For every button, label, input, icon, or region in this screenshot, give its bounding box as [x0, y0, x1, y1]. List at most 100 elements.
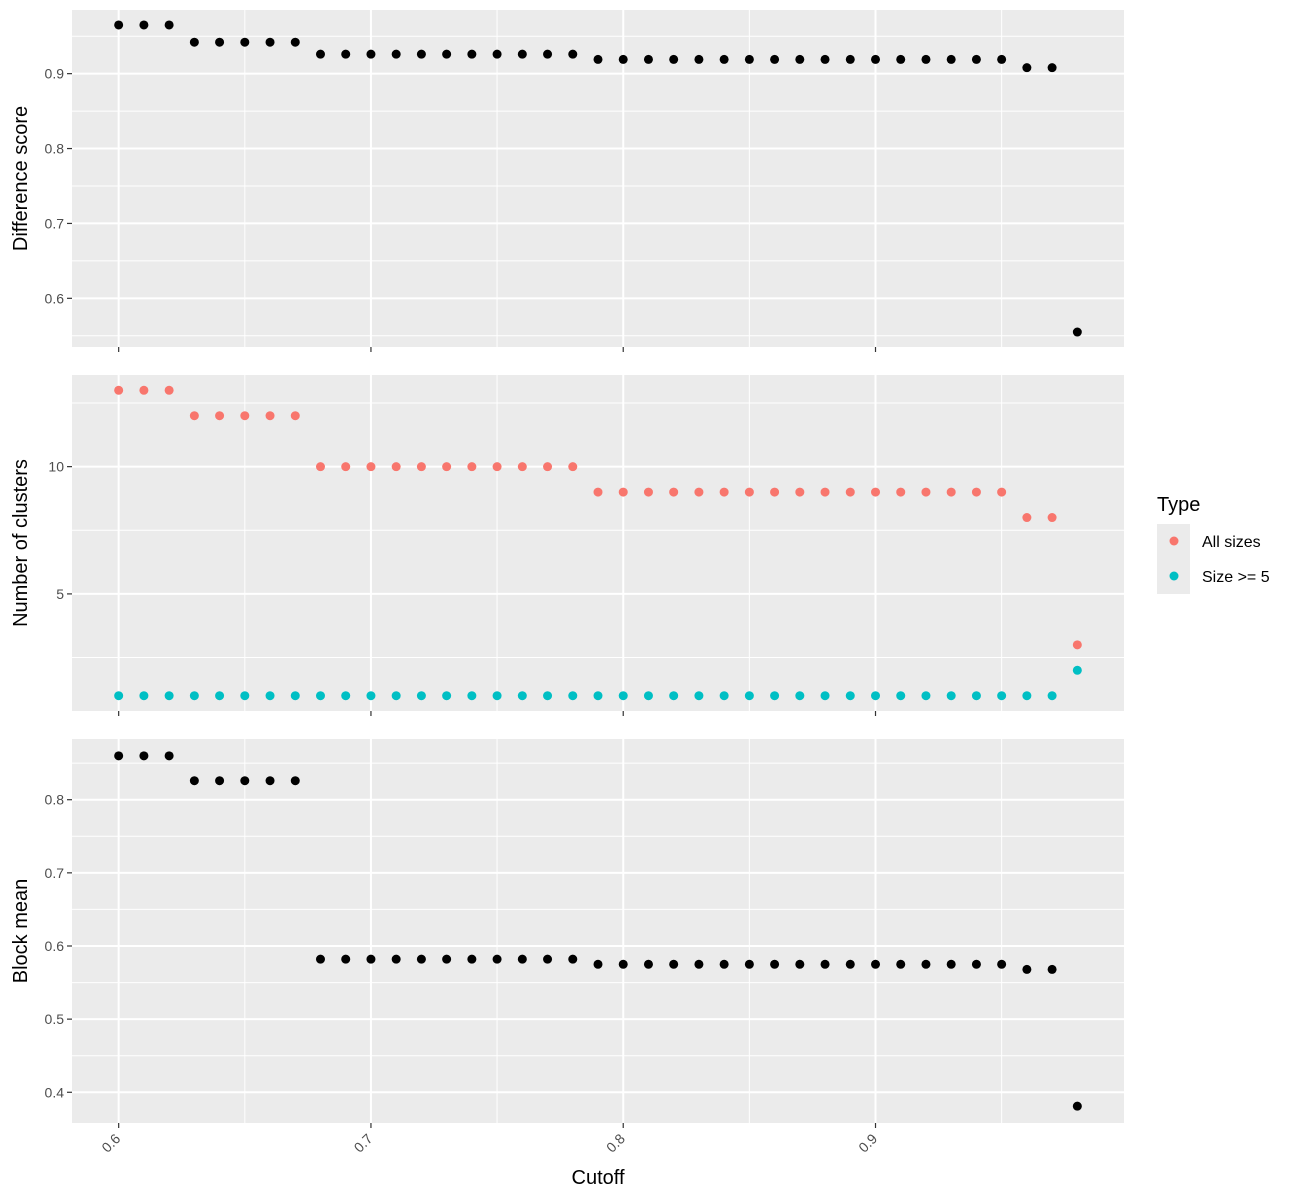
- data-point: [568, 691, 578, 701]
- data-point: [164, 751, 174, 761]
- data-point: [543, 954, 553, 964]
- data-point: [114, 20, 124, 30]
- data-point: [896, 54, 906, 64]
- data-point: [164, 691, 174, 701]
- data-point: [139, 751, 149, 761]
- y-tick-label: 0.7: [45, 865, 65, 881]
- data-point: [265, 776, 275, 786]
- y-tick-label: 0.7: [45, 215, 65, 231]
- data-point: [820, 487, 830, 497]
- x-tick-label: 0.7: [351, 1130, 376, 1155]
- panel: 5 10 Number of clusters: [10, 375, 1124, 716]
- data-point: [1047, 964, 1057, 974]
- data-point: [492, 462, 502, 472]
- data-point: [341, 691, 351, 701]
- y-tick-label: 0.4: [45, 1084, 65, 1100]
- data-point: [189, 37, 199, 47]
- data-point: [997, 487, 1007, 497]
- data-point: [1072, 1101, 1082, 1111]
- panel-background: [72, 10, 1124, 347]
- data-point: [467, 954, 477, 964]
- y-axis-title: Number of clusters: [10, 459, 32, 627]
- x-tick-label: 0.6: [98, 1130, 123, 1155]
- data-point: [265, 691, 275, 701]
- data-point: [416, 954, 426, 964]
- data-point: [189, 691, 199, 701]
- data-point: [669, 487, 679, 497]
- data-point: [290, 411, 300, 421]
- data-point: [467, 462, 477, 472]
- data-point: [719, 691, 729, 701]
- data-point: [744, 691, 754, 701]
- data-point: [820, 959, 830, 969]
- data-point: [290, 37, 300, 47]
- data-point: [896, 959, 906, 969]
- data-point: [971, 487, 981, 497]
- data-point: [568, 49, 578, 59]
- data-point: [1072, 640, 1082, 650]
- data-point: [492, 49, 502, 59]
- data-point: [341, 49, 351, 59]
- data-point: [1072, 665, 1082, 675]
- x-tick-label: 0.9: [855, 1130, 880, 1155]
- data-point: [189, 776, 199, 786]
- data-point: [971, 959, 981, 969]
- data-point: [1022, 513, 1032, 523]
- data-point: [921, 487, 931, 497]
- panel-background: [72, 739, 1124, 1123]
- data-point: [744, 54, 754, 64]
- data-point: [517, 462, 527, 472]
- data-point: [215, 776, 225, 786]
- data-point: [164, 385, 174, 395]
- data-point: [1047, 513, 1057, 523]
- y-tick-label: 0.8: [45, 141, 65, 157]
- data-point: [568, 462, 578, 472]
- x-tick-label: 0.8: [603, 1130, 628, 1155]
- data-point: [946, 691, 956, 701]
- y-tick-label: 0.9: [45, 66, 65, 82]
- data-point: [1022, 63, 1032, 73]
- data-point: [744, 959, 754, 969]
- data-point: [997, 959, 1007, 969]
- y-axis-title: Difference score: [10, 106, 32, 251]
- x-axis: 0.6 0.7 0.8 0.9: [98, 1130, 880, 1155]
- data-point: [265, 411, 275, 421]
- data-point: [593, 691, 603, 701]
- data-point: [971, 691, 981, 701]
- data-point: [442, 691, 452, 701]
- data-point: [467, 691, 477, 701]
- series: [114, 665, 1082, 701]
- data-point: [240, 411, 250, 421]
- data-point: [366, 49, 376, 59]
- data-point: [921, 691, 931, 701]
- y-tick-label: 0.6: [45, 290, 65, 306]
- data-point: [1022, 964, 1032, 974]
- data-point: [517, 691, 527, 701]
- legend-label: All sizes: [1202, 534, 1261, 551]
- data-point: [618, 487, 628, 497]
- data-point: [114, 691, 124, 701]
- data-point: [845, 959, 855, 969]
- y-axis-title: Block mean: [10, 879, 32, 984]
- data-point: [492, 954, 502, 964]
- data-point: [416, 49, 426, 59]
- data-point: [290, 776, 300, 786]
- data-point: [618, 959, 628, 969]
- data-point: [694, 959, 704, 969]
- data-point: [643, 959, 653, 969]
- data-point: [946, 959, 956, 969]
- data-point: [820, 691, 830, 701]
- data-point: [643, 487, 653, 497]
- data-point: [643, 691, 653, 701]
- data-point: [543, 49, 553, 59]
- data-point: [669, 54, 679, 64]
- data-point: [770, 959, 780, 969]
- data-point: [896, 487, 906, 497]
- data-point: [215, 691, 225, 701]
- data-point: [845, 487, 855, 497]
- data-point: [442, 954, 452, 964]
- data-point: [366, 954, 376, 964]
- y-tick-label: 0.5: [45, 1011, 65, 1027]
- data-point: [871, 54, 881, 64]
